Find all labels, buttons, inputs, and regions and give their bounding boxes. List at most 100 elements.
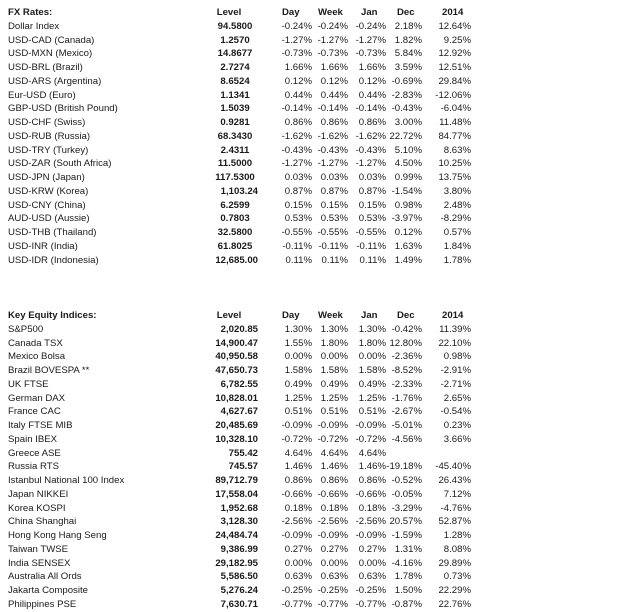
cell-y2014: 12.64% [438, 20, 471, 32]
cell-level: 745.57 [228, 461, 258, 473]
cell-jan: -2.56% [355, 516, 386, 528]
cell-jan: -0.73% [355, 48, 386, 60]
cell-y2014: 29.84% [438, 75, 471, 87]
table-row: USD-CHF (Swiss) 0.9281 0.86% 0.86% 0.86% 3.00… [0, 116, 640, 130]
row-label: India SENSEX [8, 557, 71, 569]
cell-dec: 3.00% [394, 117, 422, 128]
cell-week: 0.86% [320, 475, 348, 486]
row-label: Mexico Bolsa [8, 351, 66, 363]
cell-jan: 0.53% [358, 213, 386, 225]
cell-level: 6,782.55 [220, 378, 258, 390]
cell-dec: 3.59% [394, 62, 422, 73]
cell-day: -0.09% [281, 530, 312, 541]
row-label: Australia All Ords [8, 571, 82, 583]
cell-y2014: 2.48% [443, 199, 471, 211]
column-header-day: Day [282, 7, 300, 18]
table-row: Jakarta Composite 5,276.24 -0.25% -0.25% -0.… [0, 584, 640, 598]
cell-y2014: 0.98% [443, 351, 471, 363]
cell-level: 24,484.74 [215, 530, 258, 541]
cell-week: 0.03% [320, 172, 348, 183]
table-row: USD-ZAR (South Africa) 11.5000 -1.27% -1.27… [0, 157, 640, 171]
cell-y2014: -2.71% [440, 378, 471, 390]
cell-jan: 1.58% [358, 365, 386, 376]
cell-dec: -1.76% [391, 392, 422, 404]
cell-level: 40,950.58 [215, 351, 258, 363]
cell-dec: 1.31% [394, 543, 422, 555]
cell-week: 1.58% [320, 365, 348, 376]
cell-y2014: -12.06% [435, 89, 471, 101]
cell-dec: -0.43% [391, 103, 422, 115]
cell-week: -0.72% [317, 433, 348, 445]
cell-y2014: 7.12% [443, 488, 471, 500]
cell-day: -0.25% [281, 585, 312, 596]
cell-jan: -0.09% [355, 530, 386, 541]
table-row: Eur-USD (Euro) 1.1341 0.44% 0.44% 0.44% -2.83… [0, 89, 640, 103]
cell-level: 14.8677 [217, 48, 253, 60]
cell-dec: 22.72% [389, 130, 422, 142]
cell-jan: -0.66% [355, 488, 386, 500]
cell-jan: 0.27% [358, 543, 386, 555]
cell-week: 0.51% [320, 406, 348, 418]
row-label: USD-IDR (Indonesia) [8, 254, 99, 266]
row-label: USD-KRW (Korea) [8, 185, 89, 197]
cell-day: 1.46% [284, 461, 312, 473]
cell-y2014: 8.08% [443, 543, 471, 555]
cell-dec: -5.01% [391, 420, 422, 431]
cell-day: 4.64% [284, 447, 312, 459]
row-label: Greece ASE [8, 447, 61, 459]
column-header-level: Level [216, 7, 242, 18]
cell-week: -0.43% [317, 144, 348, 156]
cell-week: 1.80% [320, 337, 348, 349]
cell-dec: -4.56% [391, 433, 422, 445]
cell-y2014: 2.65% [443, 392, 471, 404]
cell-dec: -2.36% [391, 351, 422, 363]
row-label: Dollar Index [8, 20, 60, 32]
cell-level: 2,020.85 [220, 323, 258, 335]
table-row: Istanbul National 100 Index 89,712.79 0.86… [0, 474, 640, 488]
column-header-jan: Jan [361, 310, 378, 321]
cell-level: 1.5039 [220, 103, 250, 115]
table-row: USD-CNY (China) 6.2599 0.15% 0.15% 0.15% 0.98… [0, 199, 640, 213]
cell-y2014: 84.77% [438, 130, 471, 142]
cell-y2014: 1.78% [443, 254, 471, 266]
cell-jan: -0.14% [355, 103, 386, 115]
cell-week: 0.49% [320, 378, 348, 390]
row-label: Spain IBEX [8, 433, 58, 445]
cell-day: 1.25% [284, 392, 312, 404]
cell-level: 1.2570 [220, 34, 250, 46]
table-row: Korea KOSPI 1,952.68 0.18% 0.18% 0.18% -3.29%… [0, 502, 640, 516]
cell-day: -0.66% [281, 488, 312, 500]
cell-jan: 0.44% [358, 89, 386, 101]
cell-day: 1.30% [284, 323, 312, 335]
cell-y2014: 11.48% [439, 117, 471, 128]
table-row: India SENSEX 29,182.95 0.00% 0.00% 0.00% -4.1… [0, 557, 640, 571]
cell-y2014: -2.91% [440, 365, 471, 376]
cell-day: -0.72% [281, 433, 312, 445]
cell-y2014: -0.54% [440, 406, 471, 418]
row-label: Taiwan TWSE [8, 543, 69, 555]
cell-week: 0.53% [320, 213, 348, 225]
cell-jan: 1.30% [358, 323, 386, 335]
cell-jan: 0.49% [358, 378, 386, 390]
cell-dec: -8.52% [391, 365, 422, 376]
cell-week: 0.63% [320, 571, 348, 583]
cell-level: 8.6524 [220, 75, 250, 87]
cell-jan: -0.43% [355, 144, 386, 156]
cell-level: 0.7803 [220, 213, 250, 225]
cell-level: 17,558.04 [215, 488, 258, 500]
cell-week: -1.27% [317, 34, 348, 46]
row-label: Hong Kong Hang Seng [8, 530, 107, 541]
cell-day: -2.56% [281, 516, 312, 528]
row-label: Philippines PSE [8, 598, 77, 610]
cell-week: 0.15% [320, 199, 348, 211]
table-row: USD-TRY (Turkey) 2.4311 -0.43% -0.43% -0.43%… [0, 144, 640, 158]
table-row: Russia RTS 745.57 1.46% 1.46% 1.46% -19.18% -4… [0, 460, 640, 474]
table-row: AUD-USD (Aussie) 0.7803 0.53% 0.53% 0.53% -3.… [0, 212, 640, 226]
cell-jan: 1.25% [358, 392, 386, 404]
row-label: Canada TSX [8, 337, 63, 349]
cell-day: -0.43% [281, 144, 312, 156]
row-label: Russia RTS [8, 461, 60, 473]
cell-day: 0.18% [284, 502, 312, 514]
table-row: USD-INR (India) 61.8025 -0.11% -0.11% -0.11%… [0, 240, 640, 254]
cell-dec: -2.67% [391, 406, 422, 418]
